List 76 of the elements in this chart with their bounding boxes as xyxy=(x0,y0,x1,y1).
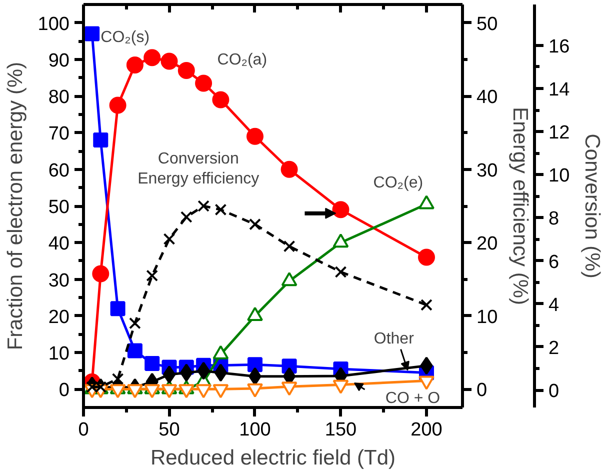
series-label: CO₂(e) xyxy=(373,174,424,192)
series-label: Other xyxy=(374,330,415,348)
annotation: Conversion Energy efficiency xyxy=(138,150,260,188)
y-tick-label: 10 xyxy=(48,344,70,365)
y-tick-label: 70 xyxy=(48,124,70,145)
y-tick-label: 50 xyxy=(48,197,70,218)
x-tick-label: 200 xyxy=(410,420,442,440)
x-axis-title: Reduced electric field (Td) xyxy=(150,446,396,470)
point xyxy=(418,248,435,266)
x-tick-label: 100 xyxy=(239,420,271,440)
y3-tick-label: 0 xyxy=(548,381,560,402)
y-axis-title: Fraction of electron energy (%) xyxy=(4,62,27,350)
y2-tick-label: 0 xyxy=(476,380,488,402)
point xyxy=(144,49,161,66)
y-tick-label: 20 xyxy=(48,306,70,328)
point xyxy=(160,52,178,70)
point xyxy=(162,366,176,384)
point xyxy=(283,240,296,252)
point xyxy=(334,266,347,278)
point xyxy=(198,200,210,212)
point xyxy=(280,160,298,178)
point xyxy=(92,265,110,282)
point xyxy=(144,356,160,372)
point xyxy=(112,372,124,385)
y2-tick-label: 40 xyxy=(476,87,498,108)
point xyxy=(163,233,176,245)
point xyxy=(212,91,230,108)
point xyxy=(180,364,193,382)
y-tick-label: 90 xyxy=(48,50,70,72)
point xyxy=(126,56,144,74)
point xyxy=(84,26,100,42)
y3-axis-title: Conversion (%) xyxy=(580,134,604,278)
y2-tick-label: 50 xyxy=(476,14,498,35)
y3-tick-label: 10 xyxy=(548,166,570,187)
y-tick-label: 100 xyxy=(38,14,70,35)
point xyxy=(109,96,126,114)
point xyxy=(246,128,264,145)
y3-tick-label: 14 xyxy=(548,80,570,101)
y2-tick-label: 10 xyxy=(476,306,498,328)
y-tick-label: 60 xyxy=(48,160,70,182)
point xyxy=(247,357,262,372)
point xyxy=(93,132,108,148)
y2-tick-label: 20 xyxy=(476,234,498,255)
point xyxy=(110,301,126,316)
series-label: CO + O xyxy=(385,390,440,408)
y3-tick-label: 8 xyxy=(548,208,560,230)
series-label: CO₂(s) xyxy=(100,28,150,46)
point xyxy=(197,362,210,380)
y2-axis-title: Energy efficiency (%) xyxy=(508,106,532,306)
point xyxy=(249,218,261,230)
point xyxy=(420,356,433,375)
point xyxy=(248,367,262,386)
point xyxy=(178,62,195,79)
point xyxy=(214,204,227,216)
point xyxy=(127,343,142,358)
point xyxy=(332,201,350,218)
y3-tick-label: 16 xyxy=(548,36,570,58)
y3-tick-label: 2 xyxy=(548,338,560,359)
y3-tick-label: 6 xyxy=(548,252,560,273)
x-tick-label: 50 xyxy=(158,420,180,440)
x-tick-label: 150 xyxy=(324,420,357,440)
y-tick-label: 30 xyxy=(48,270,70,292)
point xyxy=(129,317,141,330)
y-tick-label: 40 xyxy=(48,234,70,255)
y3-tick-label: 12 xyxy=(548,122,570,144)
x-tick-label: 0 xyxy=(78,420,89,440)
point xyxy=(180,211,192,223)
y-tick-label: 80 xyxy=(48,87,70,108)
point xyxy=(146,270,158,282)
point xyxy=(195,74,212,92)
point xyxy=(214,364,228,382)
y-tick-label: 0 xyxy=(58,380,70,402)
point xyxy=(420,298,432,311)
y2-tick-label: 30 xyxy=(476,160,498,182)
series-label: CO₂(a) xyxy=(217,52,268,69)
y3-tick-label: 4 xyxy=(548,294,560,316)
